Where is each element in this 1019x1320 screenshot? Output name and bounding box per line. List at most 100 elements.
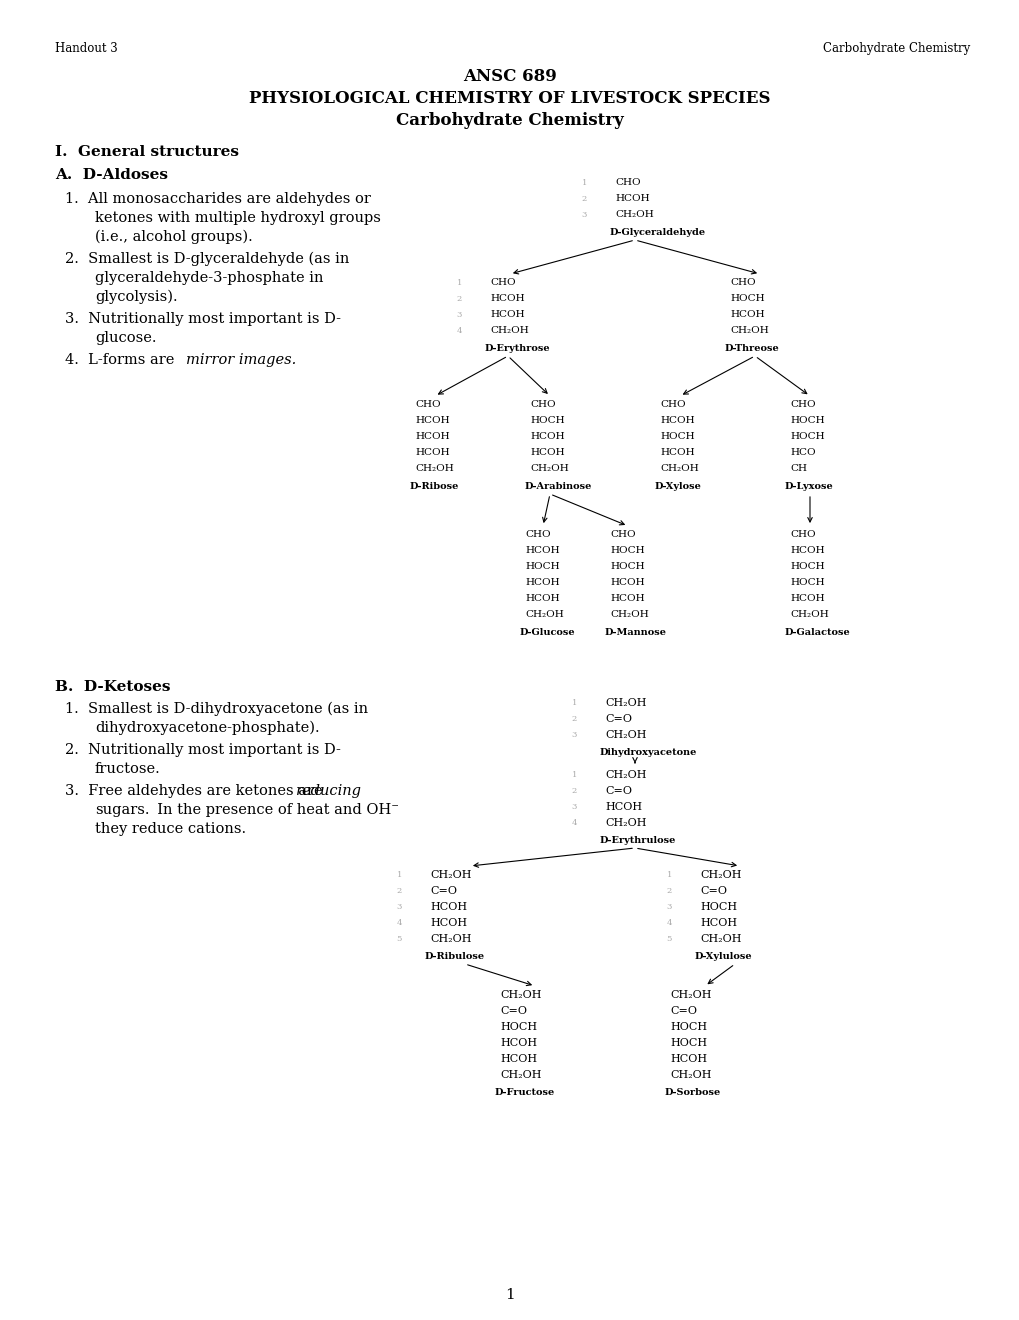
Text: CH₂OH: CH₂OH (489, 326, 528, 335)
Text: C=O: C=O (499, 1006, 527, 1016)
Text: D-Ribose: D-Ribose (410, 482, 459, 491)
Text: 4: 4 (571, 818, 577, 828)
Text: C=O: C=O (604, 785, 632, 796)
Text: HOCH: HOCH (609, 562, 644, 572)
Text: C=O: C=O (669, 1006, 696, 1016)
Text: ketones with multiple hydroxyl groups: ketones with multiple hydroxyl groups (95, 211, 380, 224)
Text: D-Ribulose: D-Ribulose (425, 952, 485, 961)
Text: 1: 1 (571, 771, 577, 779)
Text: 3: 3 (581, 211, 586, 219)
Text: CH₂OH: CH₂OH (499, 990, 541, 1001)
Text: Carbohydrate Chemistry: Carbohydrate Chemistry (395, 112, 624, 129)
Text: HOCH: HOCH (790, 416, 823, 425)
Text: HOCH: HOCH (669, 1038, 706, 1048)
Text: CH₂OH: CH₂OH (669, 1071, 711, 1080)
Text: glucose.: glucose. (95, 331, 156, 345)
Text: CH₂OH: CH₂OH (730, 326, 768, 335)
Text: CH₂OH: CH₂OH (604, 818, 646, 828)
Text: B.  D-Ketoses: B. D-Ketoses (55, 680, 170, 694)
Text: HCOH: HCOH (609, 578, 644, 587)
Text: CH₂OH: CH₂OH (669, 990, 711, 1001)
Text: CH: CH (790, 465, 806, 473)
Text: HCOH: HCOH (699, 917, 737, 928)
Text: HCOH: HCOH (669, 1053, 706, 1064)
Text: HCOH: HCOH (525, 594, 559, 603)
Text: 1: 1 (571, 700, 577, 708)
Text: 4: 4 (457, 327, 462, 335)
Text: HOCH: HOCH (659, 432, 694, 441)
Text: 4: 4 (396, 919, 401, 927)
Text: CH₂OH: CH₂OH (604, 698, 646, 708)
Text: HCOH: HCOH (415, 432, 449, 441)
Text: CH₂OH: CH₂OH (790, 610, 828, 619)
Text: 1: 1 (504, 1288, 515, 1302)
Text: D-Erythrulose: D-Erythrulose (599, 836, 676, 845)
Text: CH₂OH: CH₂OH (430, 935, 471, 944)
Text: CH₂OH: CH₂OH (525, 610, 564, 619)
Text: 3.  Nutritionally most important is D-: 3. Nutritionally most important is D- (65, 312, 340, 326)
Text: CH₂OH: CH₂OH (604, 770, 646, 780)
Text: 3: 3 (571, 731, 577, 739)
Text: CH₂OH: CH₂OH (530, 465, 569, 473)
Text: HOCH: HOCH (790, 578, 823, 587)
Text: CH₂OH: CH₂OH (699, 935, 741, 944)
Text: I.  General structures: I. General structures (55, 145, 238, 158)
Text: C=O: C=O (699, 886, 727, 896)
Text: CHO: CHO (790, 400, 815, 409)
Text: 2: 2 (457, 294, 462, 304)
Text: CHO: CHO (489, 279, 516, 286)
Text: D-Lyxose: D-Lyxose (785, 482, 833, 491)
Text: 2: 2 (581, 195, 586, 203)
Text: CHO: CHO (415, 400, 440, 409)
Text: D-Threose: D-Threose (725, 345, 779, 352)
Text: 2: 2 (396, 887, 401, 895)
Text: reducing: reducing (296, 784, 362, 799)
Text: CHO: CHO (659, 400, 685, 409)
Text: HOCH: HOCH (530, 416, 565, 425)
Text: HCOH: HCOH (790, 594, 823, 603)
Text: CH₂OH: CH₂OH (604, 730, 646, 741)
Text: HCOH: HCOH (659, 447, 694, 457)
Text: 1.  All monosaccharides are aldehydes or: 1. All monosaccharides are aldehydes or (65, 191, 371, 206)
Text: Dihydroxyacetone: Dihydroxyacetone (599, 748, 697, 756)
Text: D-Sorbose: D-Sorbose (664, 1088, 720, 1097)
Text: CHO: CHO (525, 531, 550, 539)
Text: D-Erythrose: D-Erythrose (484, 345, 550, 352)
Text: glyceraldehyde-3-phosphate in: glyceraldehyde-3-phosphate in (95, 271, 323, 285)
Text: 4.  L-forms are: 4. L-forms are (65, 352, 178, 367)
Text: HCOH: HCOH (659, 416, 694, 425)
Text: CH₂OH: CH₂OH (659, 465, 698, 473)
Text: CHO: CHO (790, 531, 815, 539)
Text: ANSC 689: ANSC 689 (463, 69, 556, 84)
Text: HCOH: HCOH (609, 594, 644, 603)
Text: HOCH: HOCH (669, 1022, 706, 1032)
Text: D-Fructose: D-Fructose (494, 1088, 554, 1097)
Text: D-Xylulose: D-Xylulose (694, 952, 752, 961)
Text: 2: 2 (666, 887, 672, 895)
Text: A.  D-Aldoses: A. D-Aldoses (55, 168, 168, 182)
Text: HOCH: HOCH (790, 562, 823, 572)
Text: CH₂OH: CH₂OH (415, 465, 453, 473)
Text: HOCH: HOCH (525, 562, 559, 572)
Text: C=O: C=O (430, 886, 457, 896)
Text: 3.  Free aldehydes are ketones are: 3. Free aldehydes are ketones are (65, 784, 327, 799)
Text: HCOH: HCOH (430, 917, 467, 928)
Text: HOCH: HOCH (609, 546, 644, 554)
Text: CH₂OH: CH₂OH (499, 1071, 541, 1080)
Text: 1: 1 (581, 180, 586, 187)
Text: sugars.: sugars. (95, 803, 150, 817)
Text: HCOH: HCOH (525, 546, 559, 554)
Text: 2: 2 (572, 787, 577, 795)
Text: 3: 3 (457, 312, 462, 319)
Text: D-Glucose: D-Glucose (520, 628, 575, 638)
Text: HOCH: HOCH (730, 294, 764, 304)
Text: PHYSIOLOGICAL CHEMISTRY OF LIVESTOCK SPECIES: PHYSIOLOGICAL CHEMISTRY OF LIVESTOCK SPE… (249, 90, 770, 107)
Text: D-Arabinose: D-Arabinose (525, 482, 592, 491)
Text: 1.  Smallest is D-dihydroxyacetone (as in: 1. Smallest is D-dihydroxyacetone (as in (65, 702, 368, 717)
Text: CHO: CHO (530, 400, 555, 409)
Text: HCOH: HCOH (525, 578, 559, 587)
Text: HOCH: HOCH (790, 432, 823, 441)
Text: HCOH: HCOH (415, 416, 449, 425)
Text: HCOH: HCOH (730, 310, 764, 319)
Text: Carbohydrate Chemistry: Carbohydrate Chemistry (822, 42, 969, 55)
